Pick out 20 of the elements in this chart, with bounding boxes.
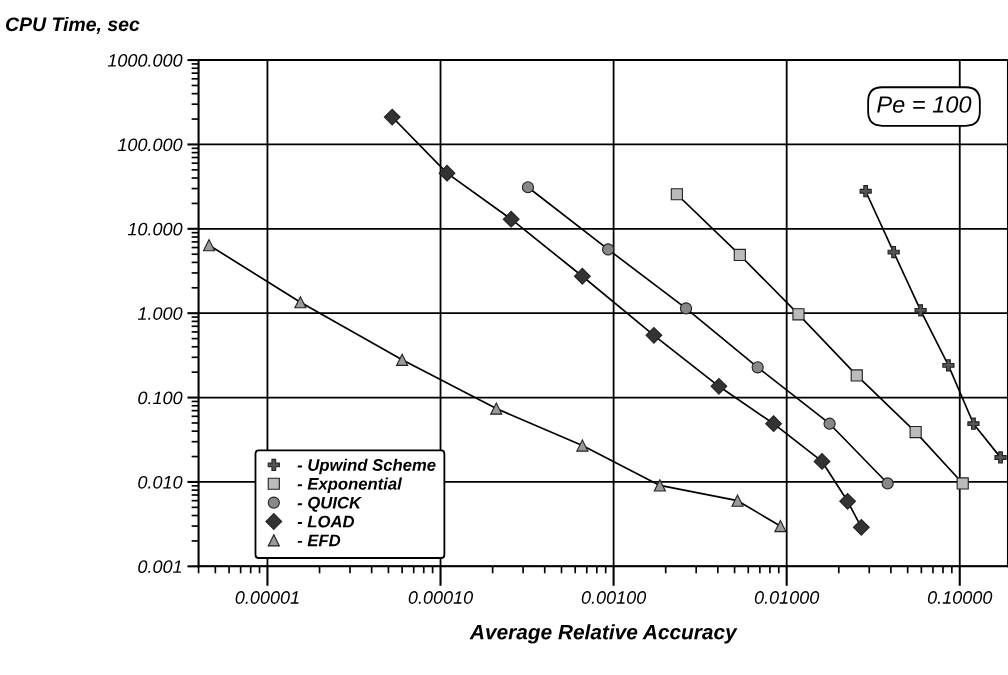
legend-label: - EFD (297, 534, 341, 547)
annotation: Pe = 100 (877, 96, 972, 113)
x-tick-label: 0.00010 (408, 591, 474, 604)
y-tick-label: 100.000 (117, 138, 183, 152)
y-tick-label: 1000.000 (107, 54, 183, 67)
x-tick-label: 0.00100 (581, 591, 647, 604)
y-tick-label: 1.000 (137, 307, 183, 320)
y-axis-title: CPU Time, sec (5, 16, 140, 34)
x-tick-label: 0.10000 (927, 591, 993, 604)
x-tick-label: 0.01000 (754, 591, 820, 604)
y-tick-label: 10.000 (127, 222, 183, 236)
y-tick-label: 0.100 (138, 391, 183, 405)
x-axis-title: Average Relative Accuracy (469, 624, 738, 644)
legend-label: - Upwind Scheme (297, 458, 436, 475)
x-tick-label: 0.00001 (235, 591, 299, 604)
legend-label: - QUICK (297, 496, 363, 512)
legend-label: - Exponential (297, 477, 403, 494)
legend-label: - LOAD (297, 515, 355, 528)
y-tick-label: 0.001 (138, 560, 182, 574)
y-tick-label: 0.010 (138, 475, 183, 489)
